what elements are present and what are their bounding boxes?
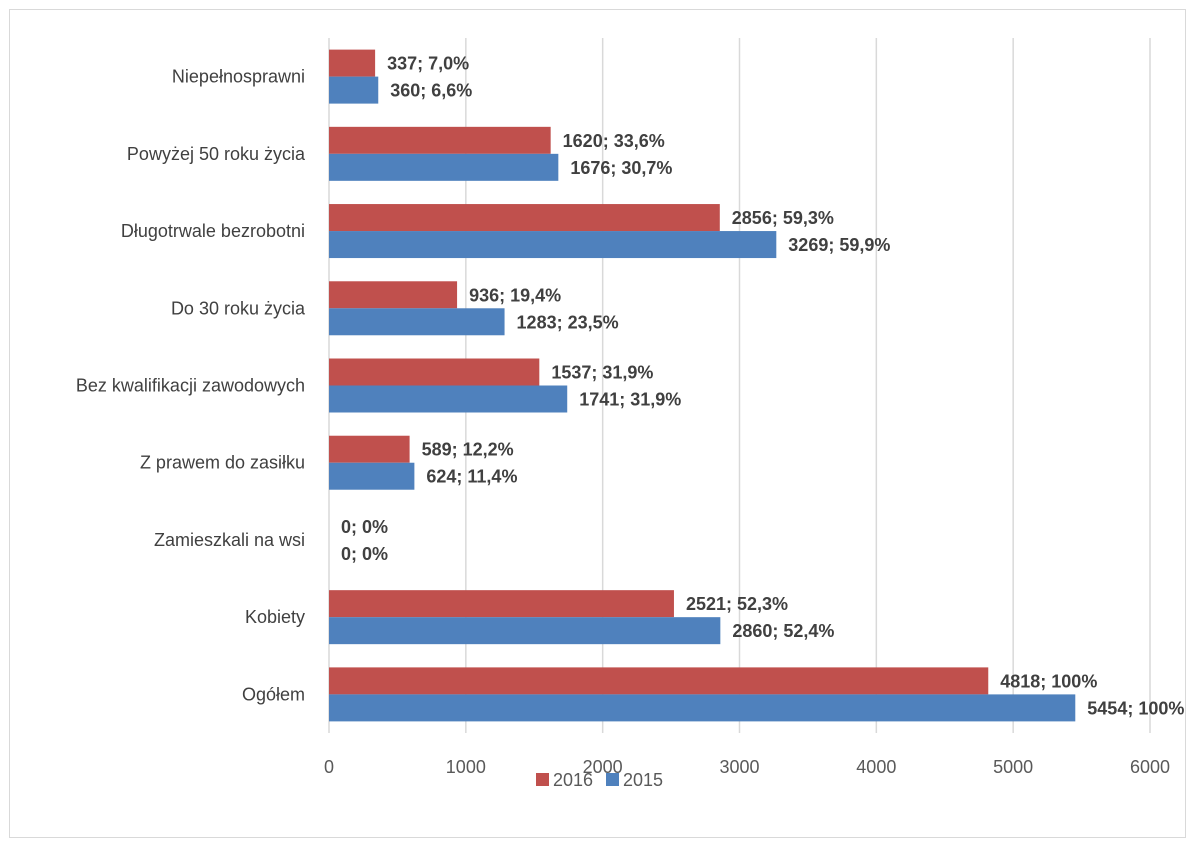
bar-2015 [329, 694, 1076, 722]
data-label: 3269; 59,9% [788, 235, 890, 255]
data-label: 2521; 52,3% [686, 594, 788, 614]
data-label: 589; 12,2% [422, 440, 514, 460]
category-label: Ogółem [242, 684, 305, 704]
data-label: 936; 19,4% [469, 285, 561, 305]
bar-2016 [329, 590, 674, 618]
category-label: Do 30 roku życia [171, 298, 306, 318]
category-label: Zamieszkali na wsi [154, 530, 305, 550]
legend-label: 2016 [553, 770, 593, 790]
bar-2016 [329, 281, 458, 309]
bar-2016 [329, 49, 376, 77]
category-label: Kobiety [245, 607, 305, 627]
category-label: Długotrwale bezrobotni [121, 221, 305, 241]
category-label: Niepełnosprawni [172, 67, 305, 87]
category-label: Powyżej 50 roku życia [127, 144, 306, 164]
data-label: 1283; 23,5% [517, 312, 619, 332]
data-label: 1620; 33,6% [563, 131, 665, 151]
data-label: 1676; 30,7% [570, 158, 672, 178]
data-label: 2860; 52,4% [732, 621, 834, 641]
bar-2015 [329, 617, 721, 645]
x-tick-label: 3000 [719, 757, 759, 777]
x-tick-label: 4000 [856, 757, 896, 777]
data-label: 624; 11,4% [426, 467, 517, 487]
legend-swatch-2016 [536, 773, 549, 786]
data-label: 0; 0% [341, 544, 388, 564]
bar-2016 [329, 358, 540, 386]
data-label: 5454; 100% [1087, 698, 1184, 718]
legend-swatch-2015 [606, 773, 619, 786]
category-label: Z prawem do zasiłku [140, 453, 305, 473]
bar-2015 [329, 76, 379, 104]
data-label: 1537; 31,9% [551, 363, 653, 383]
data-label: 0; 0% [341, 517, 388, 537]
x-tick-label: 6000 [1130, 757, 1170, 777]
category-label: Bez kwalifikacji zawodowych [76, 376, 305, 396]
legend-label: 2015 [623, 770, 663, 790]
bar-2016 [329, 667, 989, 695]
bar-2016 [329, 126, 551, 154]
data-label: 4818; 100% [1000, 671, 1097, 691]
bar-2015 [329, 153, 559, 181]
x-tick-label: 1000 [446, 757, 486, 777]
data-label: 360; 6,6% [390, 81, 472, 101]
bar-2015 [329, 308, 505, 336]
data-label: 1741; 31,9% [579, 390, 681, 410]
x-tick-label: 2000 [583, 757, 623, 777]
x-tick-label: 0 [324, 757, 334, 777]
data-label: 2856; 59,3% [732, 208, 834, 228]
bar-2015 [329, 385, 568, 413]
bar-2015 [329, 462, 415, 490]
bar-2015 [329, 231, 777, 259]
bar-2016 [329, 435, 410, 463]
data-label: 337; 7,0% [387, 54, 469, 74]
x-tick-label: 5000 [993, 757, 1033, 777]
bar-2016 [329, 204, 720, 232]
